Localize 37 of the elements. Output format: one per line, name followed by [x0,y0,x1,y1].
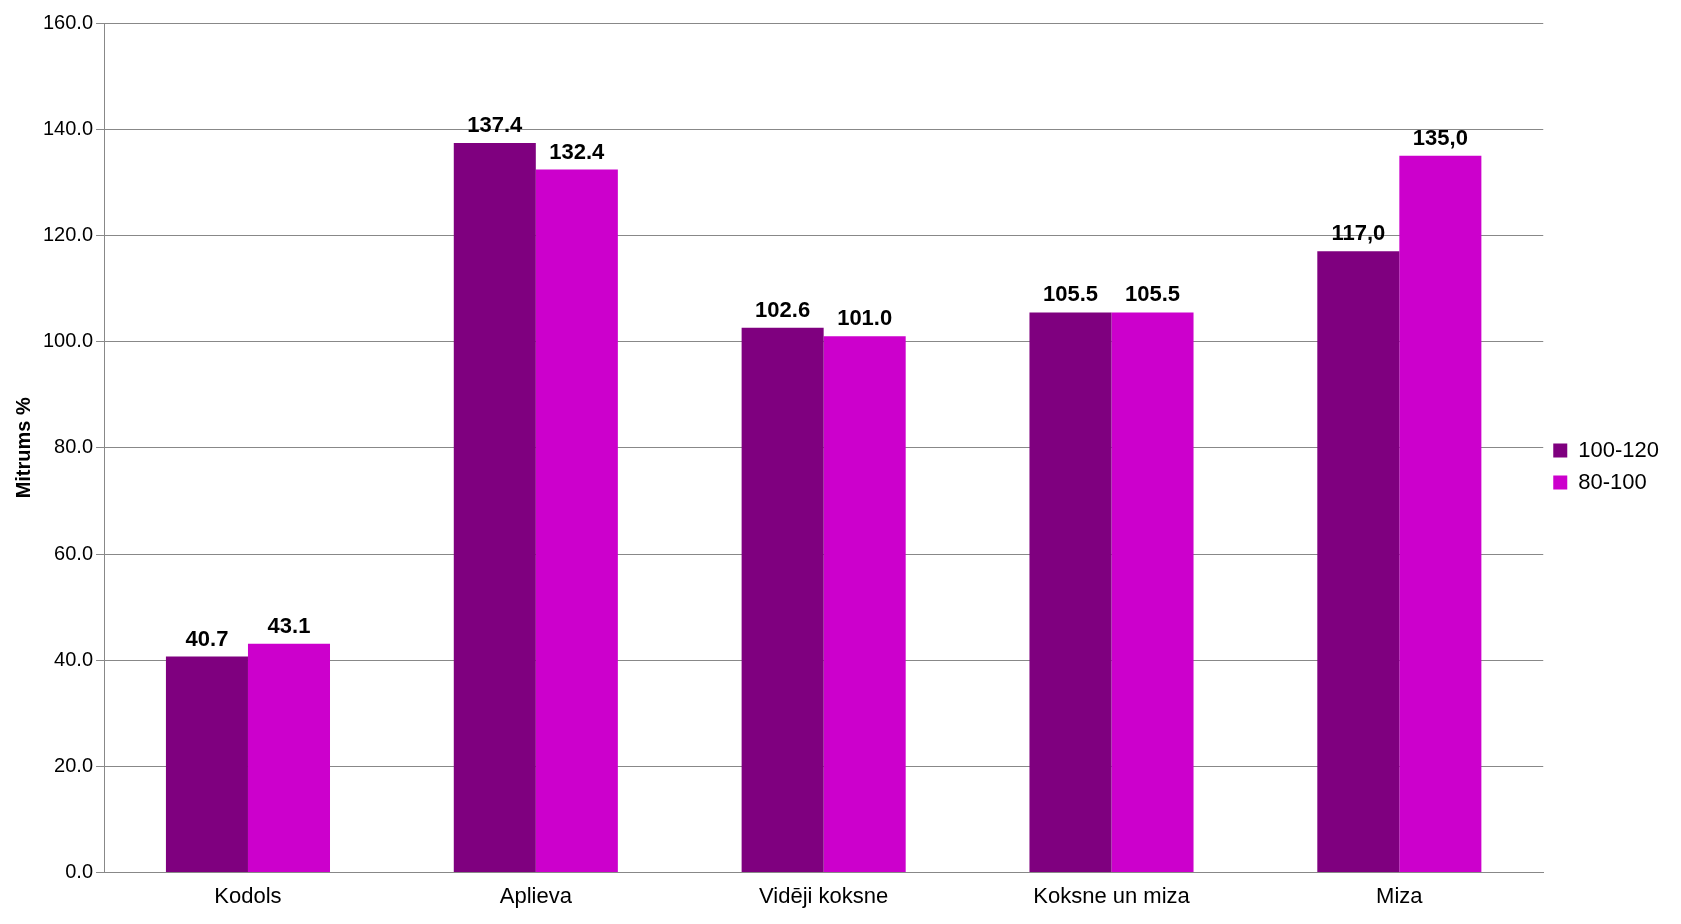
x-tick-label: Vidēji koksne [759,882,889,908]
y-tick-label: 120.0 [42,222,94,245]
data-label: 43.1 [267,612,311,638]
bar [823,336,906,873]
legend-label: 100-120 [1578,436,1660,462]
data-label: 137.4 [467,112,524,138]
data-label: 135,0 [1412,124,1468,150]
y-axis-title: Mitrums % [11,397,34,499]
bar [741,327,824,873]
data-label: 105.5 [1042,281,1099,307]
x-tick-label: Miza [1376,882,1424,908]
legend-label: 80-100 [1578,468,1647,494]
y-tick-label: 140.0 [42,116,94,139]
y-tick-label: 60.0 [54,541,94,564]
y-tick-label: 40.0 [54,647,94,670]
data-label: 40.7 [185,625,229,651]
bar [165,656,248,873]
data-label: 101.0 [837,305,893,331]
bar [535,169,618,873]
y-tick-label: 0.0 [65,860,94,883]
bar [247,643,331,873]
bar [1399,155,1482,873]
data-label: 102.6 [755,296,811,322]
bar [1111,312,1194,873]
x-tick-label: Aplieva [499,882,573,908]
y-tick-label: 80.0 [54,435,94,458]
data-label: 117,0 [1331,220,1386,246]
y-tick-label: 160.0 [42,10,94,33]
y-tick-label: 100.0 [42,329,94,352]
y-tick-label: 20.0 [54,753,94,776]
data-label: 132.4 [549,138,606,164]
x-tick-label: Kodols [214,882,282,908]
data-label: 105.5 [1124,281,1181,307]
bar [1029,312,1112,873]
x-tick-label: Koksne un miza [1033,882,1191,908]
bar [1317,251,1400,873]
bar [453,143,536,873]
